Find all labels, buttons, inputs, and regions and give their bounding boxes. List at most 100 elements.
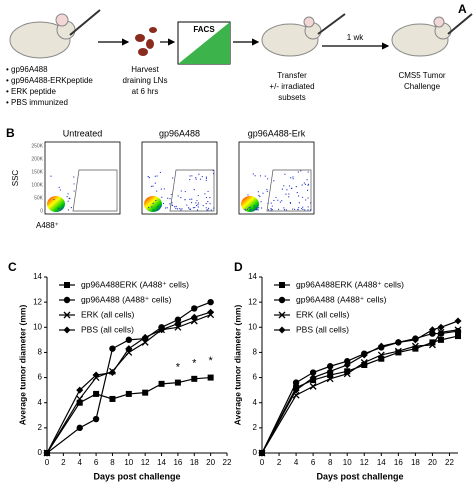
- x-tick-label: 8: [328, 458, 333, 467]
- marker: [93, 390, 100, 397]
- x-tick-label: 20: [206, 458, 215, 467]
- x-tick-label: 10: [343, 458, 352, 467]
- marker: [292, 386, 300, 394]
- event-dot: [307, 197, 309, 199]
- event-dot: [207, 190, 209, 193]
- event-dot: [300, 170, 302, 172]
- event-dot: [73, 190, 75, 192]
- event-dot: [292, 178, 294, 180]
- y-tick-label: 50K: [34, 195, 44, 201]
- event-dot: [277, 208, 280, 211]
- event-dot: [195, 204, 198, 207]
- marker: [360, 359, 368, 366]
- event-dot: [281, 188, 284, 190]
- series-line: [261, 320, 459, 454]
- x-tick-label: 10: [124, 458, 133, 467]
- x-tick-label: 4: [294, 458, 299, 467]
- x-tick-label: 6: [94, 458, 99, 467]
- legend-label: gp96A488ERK (A488⁺ cells): [296, 279, 404, 289]
- panel-label: B: [6, 126, 15, 140]
- event-dot: [257, 191, 259, 193]
- y-tick-label: 10: [33, 322, 42, 331]
- y-tick-label: 12: [248, 297, 257, 306]
- event-dot: [301, 184, 303, 186]
- event-dot: [244, 208, 246, 210]
- plot-title: Untreated: [63, 128, 103, 138]
- event-dot: [307, 183, 310, 185]
- marker: [174, 320, 182, 328]
- event-dot: [171, 204, 173, 206]
- event-dot: [303, 182, 305, 184]
- y-tick-label: 200K: [31, 156, 43, 162]
- event-dot: [184, 190, 186, 193]
- event-dot: [184, 199, 186, 201]
- event-dot: [266, 188, 268, 191]
- marker: [454, 326, 462, 334]
- y-tick-label: 6: [253, 373, 258, 382]
- event-dot: [270, 207, 272, 210]
- marker: [327, 372, 334, 379]
- marker: [125, 390, 132, 397]
- event-dot: [283, 207, 285, 209]
- event-dot: [194, 206, 196, 209]
- step-text: at 6 hrs: [132, 87, 159, 96]
- density: [241, 196, 259, 212]
- marker: [207, 374, 214, 381]
- event-dot: [207, 209, 209, 211]
- marker: [92, 371, 100, 379]
- panel-label: C: [8, 260, 17, 274]
- event-dot: [304, 183, 307, 185]
- event-dot: [69, 197, 71, 199]
- marker: [76, 399, 83, 406]
- step-text: +/- irradiated: [269, 82, 314, 91]
- event-dot: [304, 209, 306, 211]
- marker: [174, 316, 182, 323]
- axis-title: Average tumor diameter (mm): [17, 305, 27, 426]
- event-dot: [302, 208, 304, 211]
- event-dot: [154, 182, 156, 184]
- event-dot: [291, 208, 294, 210]
- x-tick-label: 20: [428, 458, 437, 467]
- x-tick-label: 6: [311, 458, 316, 467]
- marker: [141, 333, 149, 341]
- event-dot: [298, 207, 300, 209]
- marker: [455, 333, 461, 340]
- event-dot: [281, 200, 283, 202]
- marker: [326, 367, 334, 375]
- step-text: Harvest: [131, 65, 159, 74]
- marker: [394, 338, 402, 346]
- event-dot: [50, 175, 52, 177]
- event-dot: [180, 209, 182, 211]
- event-dot: [292, 176, 294, 178]
- event-dot: [301, 196, 304, 198]
- x-tick-label: 18: [411, 458, 420, 467]
- event-dot: [189, 178, 191, 181]
- mouse-icon: [9, 13, 452, 59]
- marker: [309, 382, 317, 390]
- event-dot: [147, 176, 149, 178]
- event-dot: [283, 185, 285, 187]
- event-dot: [267, 202, 269, 204]
- event-dot: [195, 177, 197, 179]
- event-dot: [249, 209, 252, 211]
- event-dot: [164, 207, 167, 209]
- event-dot: [205, 207, 207, 209]
- y-tick-label: 10: [248, 322, 257, 331]
- event-dot: [290, 187, 292, 190]
- event-dot: [191, 198, 193, 200]
- event-dot: [181, 208, 183, 210]
- axis-title: Days post challenge: [316, 471, 403, 481]
- series-line: [261, 335, 459, 454]
- x-tick-label: 22: [445, 458, 454, 467]
- legend-marker: [64, 282, 70, 288]
- event-dot: [148, 206, 150, 209]
- panel-label: D: [234, 260, 243, 274]
- event-dot: [163, 188, 165, 190]
- legend-label: PBS (all cells): [81, 324, 134, 334]
- event-dot: [275, 196, 277, 199]
- event-dot: [161, 196, 163, 198]
- event-dot: [152, 202, 154, 204]
- group-item: • PBS immunized: [6, 98, 68, 107]
- event-dot: [205, 177, 207, 179]
- marker: [395, 349, 402, 356]
